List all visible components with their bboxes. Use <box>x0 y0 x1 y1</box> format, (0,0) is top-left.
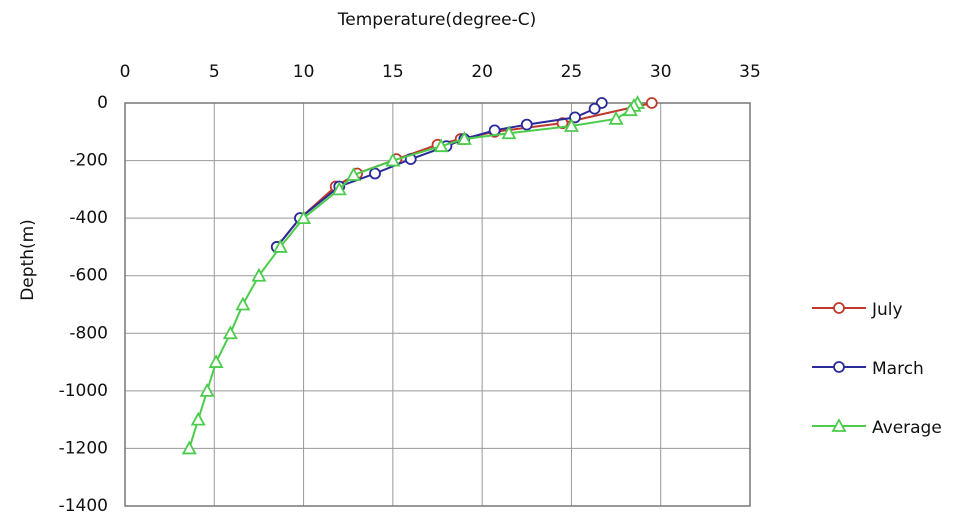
x-tick-label: 35 <box>739 62 761 82</box>
x-tick-label: 0 <box>120 62 131 82</box>
point <box>199 382 215 397</box>
point <box>588 102 601 115</box>
point <box>456 131 472 145</box>
plot-frame <box>124 102 751 507</box>
point <box>369 167 381 180</box>
y-tick-label: -600 <box>69 266 108 286</box>
x-tick-label: 10 <box>293 62 315 82</box>
y-tick-label: -1400 <box>59 496 108 516</box>
legend-label: July <box>871 300 903 320</box>
legend-label: March <box>872 359 924 379</box>
y-tick-label: -1200 <box>59 438 108 458</box>
legend-marker <box>833 302 845 314</box>
point <box>251 267 267 282</box>
x-tick-label: 25 <box>561 62 583 82</box>
point <box>501 125 517 140</box>
point <box>272 239 288 253</box>
point <box>608 110 624 125</box>
x-tick-label: 30 <box>650 62 672 82</box>
y-axis-label: Depth(m) <box>18 219 38 301</box>
y-tick-label: -200 <box>69 151 108 171</box>
point <box>569 111 581 124</box>
point <box>385 152 401 167</box>
x-tick-label: 20 <box>471 62 493 82</box>
point <box>181 440 197 455</box>
point <box>190 411 206 426</box>
point <box>208 354 224 368</box>
point <box>235 296 251 311</box>
point <box>520 118 533 131</box>
point <box>433 138 449 153</box>
legend-marker <box>833 361 845 373</box>
x-tick-label: 15 <box>382 62 404 82</box>
point <box>296 210 312 225</box>
point <box>645 97 658 109</box>
x-tick-label: 5 <box>209 62 220 82</box>
point <box>346 167 362 181</box>
y-tick-label: -1000 <box>59 381 108 401</box>
x-axis-label: Temperature(degree-C) <box>337 10 537 30</box>
point <box>622 102 638 117</box>
point <box>556 117 569 130</box>
point <box>331 181 347 196</box>
y-tick-label: -400 <box>69 208 108 228</box>
point <box>222 325 238 340</box>
point <box>563 118 579 132</box>
legend-marker <box>831 418 847 432</box>
y-tick-label: 0 <box>97 93 108 113</box>
series-line <box>188 102 639 449</box>
y-tick-label: -800 <box>69 323 108 343</box>
legend-label: Average <box>872 418 942 438</box>
